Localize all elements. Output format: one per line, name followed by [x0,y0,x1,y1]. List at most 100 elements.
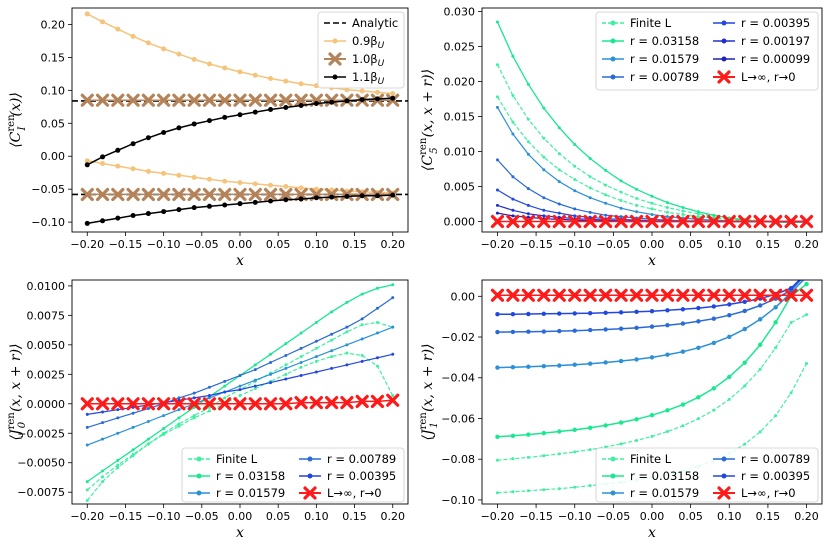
data-point [374,89,380,95]
data-point [769,214,783,229]
y-tick-label: 0.020 [444,76,476,89]
data-point [696,215,700,219]
y-tick-label: 0.0100 [27,280,66,293]
data-point [146,407,150,411]
data-point [603,310,608,315]
data-point [650,213,654,216]
x-tick-label: −0.10 [558,510,592,523]
data-point [192,416,196,420]
data-point [789,391,793,395]
data-point [557,215,561,219]
data-point [344,87,350,93]
data-point [191,174,197,180]
data-point [252,109,258,115]
data-point [116,458,120,462]
data-point [526,329,531,334]
data-point [681,209,685,213]
data-point [707,214,721,229]
legend-item: r = 0.03158 [602,34,699,48]
legend-marker [717,486,731,500]
data-point [604,168,608,172]
legend-box [317,11,405,89]
data-point [742,326,747,332]
data-point [206,118,212,124]
data-point [511,457,515,461]
data-point [345,325,349,329]
data-point [386,393,400,407]
data-point [314,339,318,343]
legend-label: r = 0.03158 [630,469,699,483]
data-point [359,97,365,103]
y-tick-label: −0.05 [31,183,65,196]
data-point [116,431,120,435]
data-point [799,214,814,229]
data-point [521,214,535,229]
data-point [162,414,166,418]
legend-label: L→∞, r→0 [741,70,796,84]
x-tick-label: −0.15 [519,238,553,251]
data-point [541,363,547,369]
data-point [696,417,700,421]
legend-marker [328,52,342,66]
data-point [313,186,319,192]
data-point [100,19,106,25]
x-tick-label: 0.05 [266,238,291,251]
series-l-r-0 [490,214,814,229]
data-point [742,308,747,314]
data-point [634,309,639,314]
data-point [784,288,798,302]
data-point [80,397,94,411]
data-point [177,396,181,400]
data-point [146,419,150,423]
legend-label: r = 0.00395 [741,16,810,30]
data-point [116,463,120,467]
data-point [252,199,258,205]
x-tick-label: −0.05 [597,238,631,251]
data-point [223,384,227,388]
data-point [738,288,752,302]
series-line [497,280,805,369]
data-point [237,201,243,207]
data-point [557,452,561,456]
data-point [495,203,499,207]
data-point [359,88,365,94]
data-point [742,360,747,365]
legend-label: r = 0.03158 [630,34,699,48]
data-point [95,93,110,107]
data-point [681,213,685,216]
data-point [691,288,705,302]
series-l-r-0 [490,288,814,302]
data-point [583,288,597,302]
data-point [191,56,197,62]
data-point [345,343,349,347]
data-point [511,197,515,201]
data-point [330,355,334,359]
series-0-9-u-lower [84,158,396,196]
data-point [115,26,121,32]
data-point [511,132,515,136]
data-point [619,179,623,183]
data-point [130,141,136,147]
data-point [526,117,530,121]
data-point [161,170,167,176]
legend-label: L→∞, r→0 [741,486,796,500]
data-point [511,214,515,218]
data-point [727,302,732,307]
data-point [238,384,242,388]
data-point [85,443,89,447]
y-tick-label: 0.0025 [27,368,66,381]
data-point [95,187,110,202]
data-point [269,361,273,365]
series-r-0-01579 [495,280,805,370]
data-point [696,319,701,324]
legend-label: Finite L [216,452,258,466]
data-point [804,272,808,276]
data-point [191,121,197,127]
data-point [572,311,577,316]
data-point [774,414,778,418]
data-point [526,203,530,207]
legend-label: r = 0.00789 [630,70,699,84]
y-tick-label: 0.0050 [27,339,66,352]
data-point [572,362,577,367]
data-point [676,288,690,302]
